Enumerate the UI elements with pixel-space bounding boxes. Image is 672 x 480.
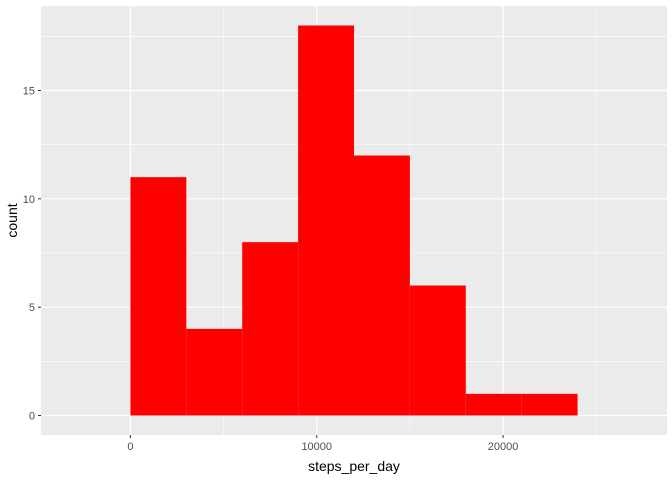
y-tick-label: 10 bbox=[23, 194, 35, 206]
histogram-bar bbox=[354, 155, 410, 416]
x-axis-ticks: 0 10000 20000 bbox=[127, 435, 518, 453]
y-tick-label: 0 bbox=[29, 411, 35, 423]
histogram-bar bbox=[521, 393, 578, 416]
x-tick-label: 10000 bbox=[301, 441, 332, 453]
x-tick-label: 0 bbox=[127, 441, 133, 453]
y-axis-ticks: 0 5 10 15 bbox=[23, 86, 41, 423]
x-axis-title: steps_per_day bbox=[308, 458, 400, 474]
histogram-bar bbox=[465, 393, 522, 416]
y-tick-label: 5 bbox=[29, 302, 35, 314]
histogram-bars bbox=[130, 25, 578, 416]
y-tick-label: 15 bbox=[23, 86, 35, 98]
histogram-bar bbox=[298, 25, 354, 416]
histogram-bar bbox=[186, 328, 243, 416]
histogram-bar bbox=[409, 285, 466, 416]
x-tick-label: 20000 bbox=[488, 441, 519, 453]
y-axis-title: count bbox=[4, 203, 20, 237]
histogram-bar bbox=[242, 242, 299, 416]
histogram-bar bbox=[130, 177, 187, 416]
